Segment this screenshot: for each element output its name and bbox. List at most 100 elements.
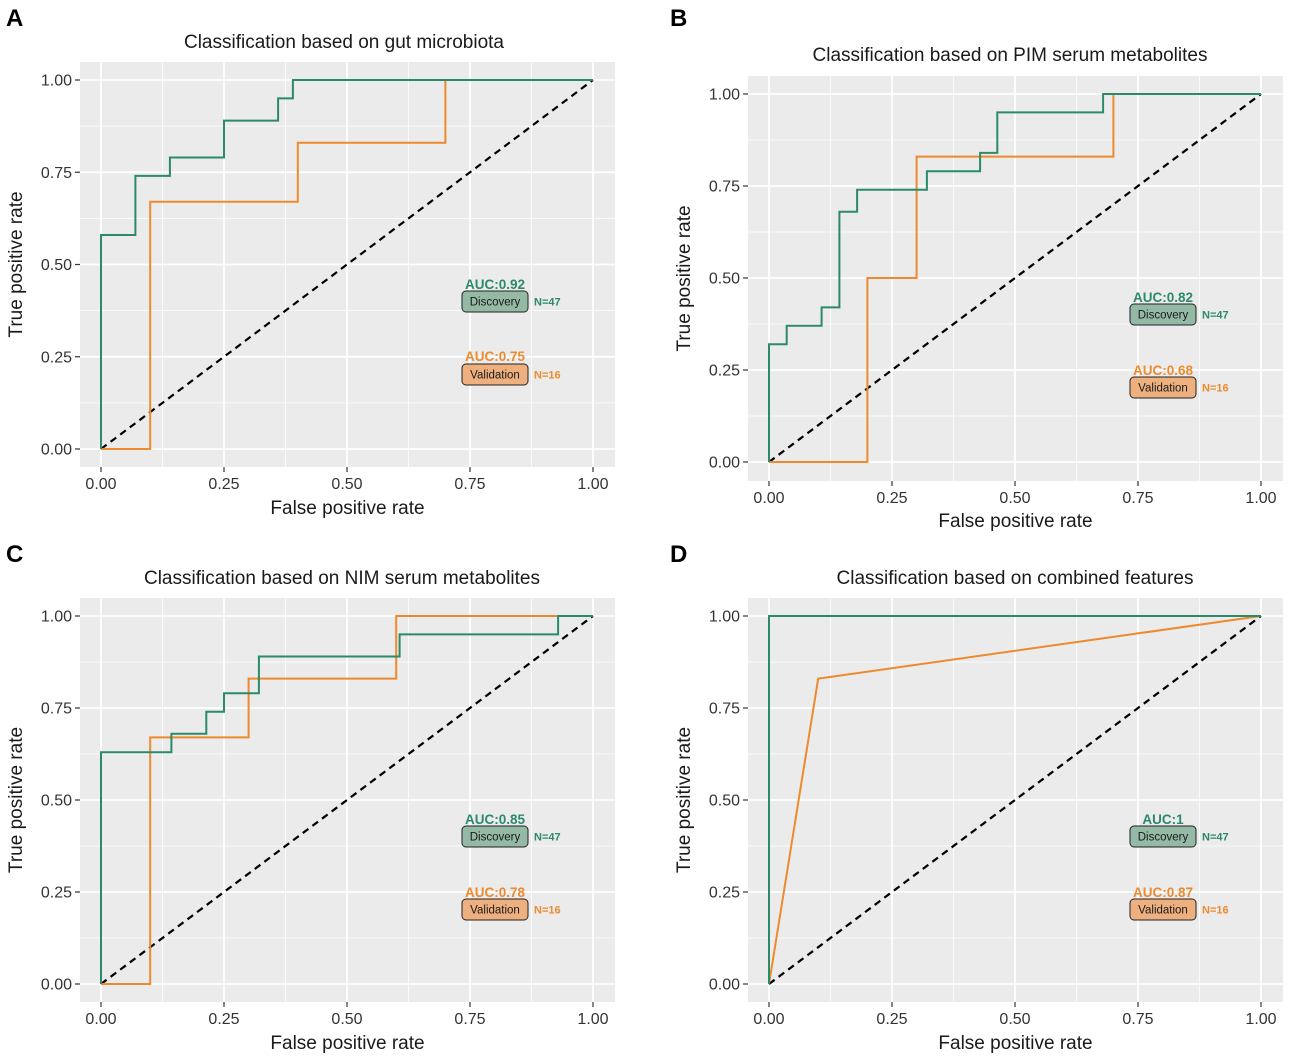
legend-badge-validation — [1129, 898, 1197, 921]
legend-badge-discovery — [461, 290, 529, 313]
roc-curve-validation — [101, 615, 593, 985]
legend-badge-validation — [461, 363, 529, 386]
auc-label-validation: AUC:0.68 — [1133, 363, 1194, 378]
y-tick-label: 0.50 — [709, 271, 740, 288]
y-tick-label: 0.75 — [41, 165, 72, 182]
diagonal-reference-line — [100, 615, 594, 985]
x-tick-label: 1.00 — [1245, 1011, 1276, 1028]
y-tick-label: 1.00 — [709, 609, 740, 626]
roc-panel-d: 0.00 0.00 0.25 0.25 0.50 0.50 0.75 0.75 1.00 1.00… — [670, 541, 1283, 1054]
legend-badge-label-validation: Validation — [470, 370, 520, 382]
y-tick-label: 0.25 — [41, 885, 72, 902]
panel-letter: A — [6, 5, 23, 32]
y-tick-label: 0.25 — [41, 349, 72, 366]
auc-label-discovery: AUC:0.82 — [1133, 290, 1193, 305]
y-tick-label: 0.75 — [709, 179, 740, 196]
sample-size-discovery: N=47 — [534, 832, 561, 844]
y-tick-label: 0.50 — [709, 793, 740, 810]
chart-title: Classification based on combined feature… — [837, 568, 1194, 589]
y-tick-label: 0.50 — [41, 793, 72, 810]
x-tick-label: 0.75 — [1122, 490, 1153, 507]
sample-size-discovery: N=47 — [534, 297, 561, 309]
sample-size-discovery: N=47 — [1202, 832, 1229, 844]
chart-title: Classification based on PIM serum metabo… — [813, 45, 1208, 66]
legend-badge-label-validation: Validation — [1138, 905, 1188, 917]
diagonal-reference-line — [100, 79, 594, 450]
y-tick-label: 0.50 — [41, 257, 72, 274]
y-tick-label: 0.00 — [41, 977, 72, 994]
y-tick-label: 0.75 — [709, 701, 740, 718]
x-axis-title: False positive rate — [938, 511, 1092, 532]
x-tick-label: 1.00 — [1245, 490, 1276, 507]
y-tick-label: 0.00 — [709, 455, 740, 472]
x-axis-title: False positive rate — [270, 1033, 424, 1054]
x-tick-label: 0.25 — [876, 1011, 907, 1028]
diagonal-reference-line — [768, 93, 1262, 463]
roc-curve-discovery — [100, 615, 593, 984]
y-tick-label: 0.25 — [709, 363, 740, 380]
x-tick-label: 0.00 — [753, 490, 784, 507]
x-tick-label: 0.00 — [85, 476, 116, 493]
auc-label-validation: AUC:0.75 — [465, 349, 526, 364]
x-tick-label: 0.75 — [454, 476, 485, 493]
roc-curve-discovery — [768, 93, 1261, 462]
x-axis-title: False positive rate — [938, 1033, 1092, 1054]
x-tick-label: 0.50 — [999, 490, 1030, 507]
x-tick-label: 0.25 — [208, 476, 239, 493]
legend-badge-label-validation: Validation — [470, 905, 520, 917]
roc-curve-validation — [101, 79, 593, 450]
sample-size-validation: N=16 — [1202, 383, 1229, 395]
legend-badge-discovery — [1129, 303, 1197, 326]
legend-badge-label-discovery: Discovery — [1138, 832, 1189, 844]
y-tick-label: 1.00 — [41, 609, 72, 626]
legend-badge-validation — [1129, 376, 1197, 399]
y-axis-title: True positive rate — [674, 727, 695, 873]
x-tick-label: 1.00 — [577, 1011, 608, 1028]
x-axis-title: False positive rate — [270, 498, 424, 519]
legend-badge-label-discovery: Discovery — [470, 832, 521, 844]
legend-badge-label-discovery: Discovery — [470, 297, 521, 309]
legend-badge-label-discovery: Discovery — [1138, 310, 1189, 322]
chart-title: Classification based on NIM serum metabo… — [144, 568, 540, 589]
y-axis-title: True positive rate — [6, 191, 27, 337]
auc-label-discovery: AUC:0.85 — [465, 812, 526, 827]
y-tick-label: 1.00 — [709, 87, 740, 104]
sample-size-validation: N=16 — [534, 370, 561, 382]
x-tick-label: 0.75 — [454, 1011, 485, 1028]
x-tick-label: 0.50 — [999, 1011, 1030, 1028]
x-tick-label: 0.00 — [753, 1011, 784, 1028]
legend-badge-label-validation: Validation — [1138, 383, 1188, 395]
x-tick-label: 0.25 — [208, 1011, 239, 1028]
x-tick-label: 1.00 — [577, 476, 608, 493]
x-tick-label: 0.75 — [1122, 1011, 1153, 1028]
legend-badge-discovery — [461, 825, 529, 848]
panel-letter: C — [6, 541, 23, 568]
auc-label-validation: AUC:0.78 — [465, 885, 526, 900]
roc-curve-validation — [768, 615, 1262, 985]
x-tick-label: 0.50 — [331, 1011, 362, 1028]
roc-curve-validation — [769, 93, 1261, 463]
y-axis-title: True positive rate — [674, 205, 695, 351]
sample-size-discovery: N=47 — [1202, 310, 1229, 322]
roc-panel-b: 0.00 0.00 0.25 0.25 0.50 0.50 0.75 0.75 1.00 1.00… — [670, 5, 1283, 532]
y-tick-label: 0.00 — [41, 442, 72, 459]
x-tick-label: 0.50 — [331, 476, 362, 493]
diagonal-reference-line — [768, 615, 1262, 985]
y-tick-label: 0.75 — [41, 701, 72, 718]
auc-label-validation: AUC:0.87 — [1133, 885, 1193, 900]
sample-size-validation: N=16 — [1202, 905, 1229, 917]
roc-curve-discovery — [768, 615, 1261, 984]
sample-size-validation: N=16 — [534, 905, 561, 917]
chart-title: Classification based on gut microbiota — [184, 32, 504, 53]
x-tick-label: 0.00 — [85, 1011, 116, 1028]
legend-badge-discovery — [1129, 825, 1197, 848]
y-tick-label: 0.00 — [709, 977, 740, 994]
panel-letter: D — [670, 541, 687, 568]
y-axis-title: True positive rate — [6, 727, 27, 873]
auc-label-discovery: AUC:1 — [1142, 812, 1184, 827]
y-tick-label: 0.25 — [709, 885, 740, 902]
roc-panel-c: 0.00 0.00 0.25 0.25 0.50 0.50 0.75 0.75 1.00 1.00… — [6, 541, 615, 1054]
auc-label-discovery: AUC:0.92 — [465, 277, 525, 292]
roc-curve-discovery — [100, 79, 593, 449]
